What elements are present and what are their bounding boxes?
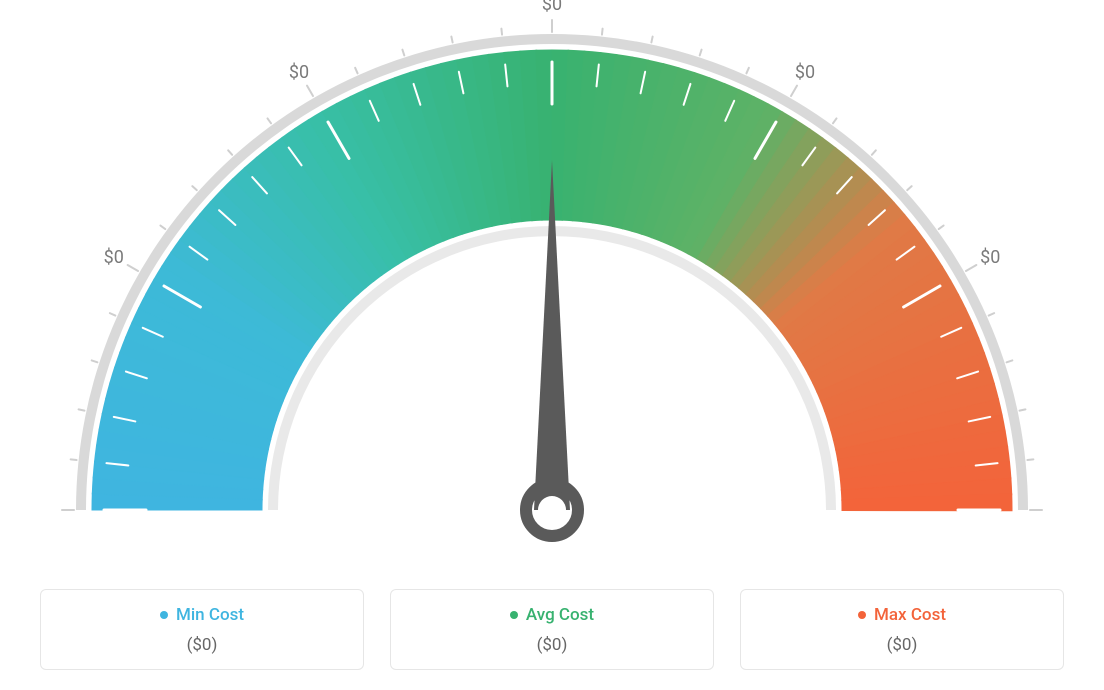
gauge-svg: $0$0$0$0$0$0$0 — [52, 0, 1052, 560]
legend-text-min: Min Cost — [176, 605, 244, 625]
svg-text:$0: $0 — [104, 247, 124, 268]
legend-label-min: Min Cost — [160, 605, 244, 625]
legend-dot-min — [160, 611, 168, 619]
legend-row: Min Cost ($0) Avg Cost ($0) Max Cost ($0… — [40, 589, 1064, 670]
gauge-area: $0$0$0$0$0$0$0 — [52, 0, 1052, 540]
legend-dot-avg — [510, 611, 518, 619]
legend-text-avg: Avg Cost — [526, 605, 594, 625]
legend-card-min: Min Cost ($0) — [40, 589, 364, 670]
cost-gauge-chart: $0$0$0$0$0$0$0 Min Cost ($0) Avg Cost ($… — [0, 0, 1104, 690]
legend-card-avg: Avg Cost ($0) — [390, 589, 714, 670]
svg-text:$0: $0 — [542, 0, 562, 15]
svg-text:$0: $0 — [795, 62, 815, 83]
legend-text-max: Max Cost — [874, 605, 946, 625]
legend-value-max: ($0) — [751, 635, 1053, 655]
legend-dot-max — [858, 611, 866, 619]
legend-label-max: Max Cost — [858, 605, 946, 625]
svg-text:$0: $0 — [980, 247, 1000, 268]
legend-value-min: ($0) — [51, 635, 353, 655]
legend-label-avg: Avg Cost — [510, 605, 594, 625]
svg-text:$0: $0 — [289, 62, 309, 83]
legend-card-max: Max Cost ($0) — [740, 589, 1064, 670]
legend-value-avg: ($0) — [401, 635, 703, 655]
